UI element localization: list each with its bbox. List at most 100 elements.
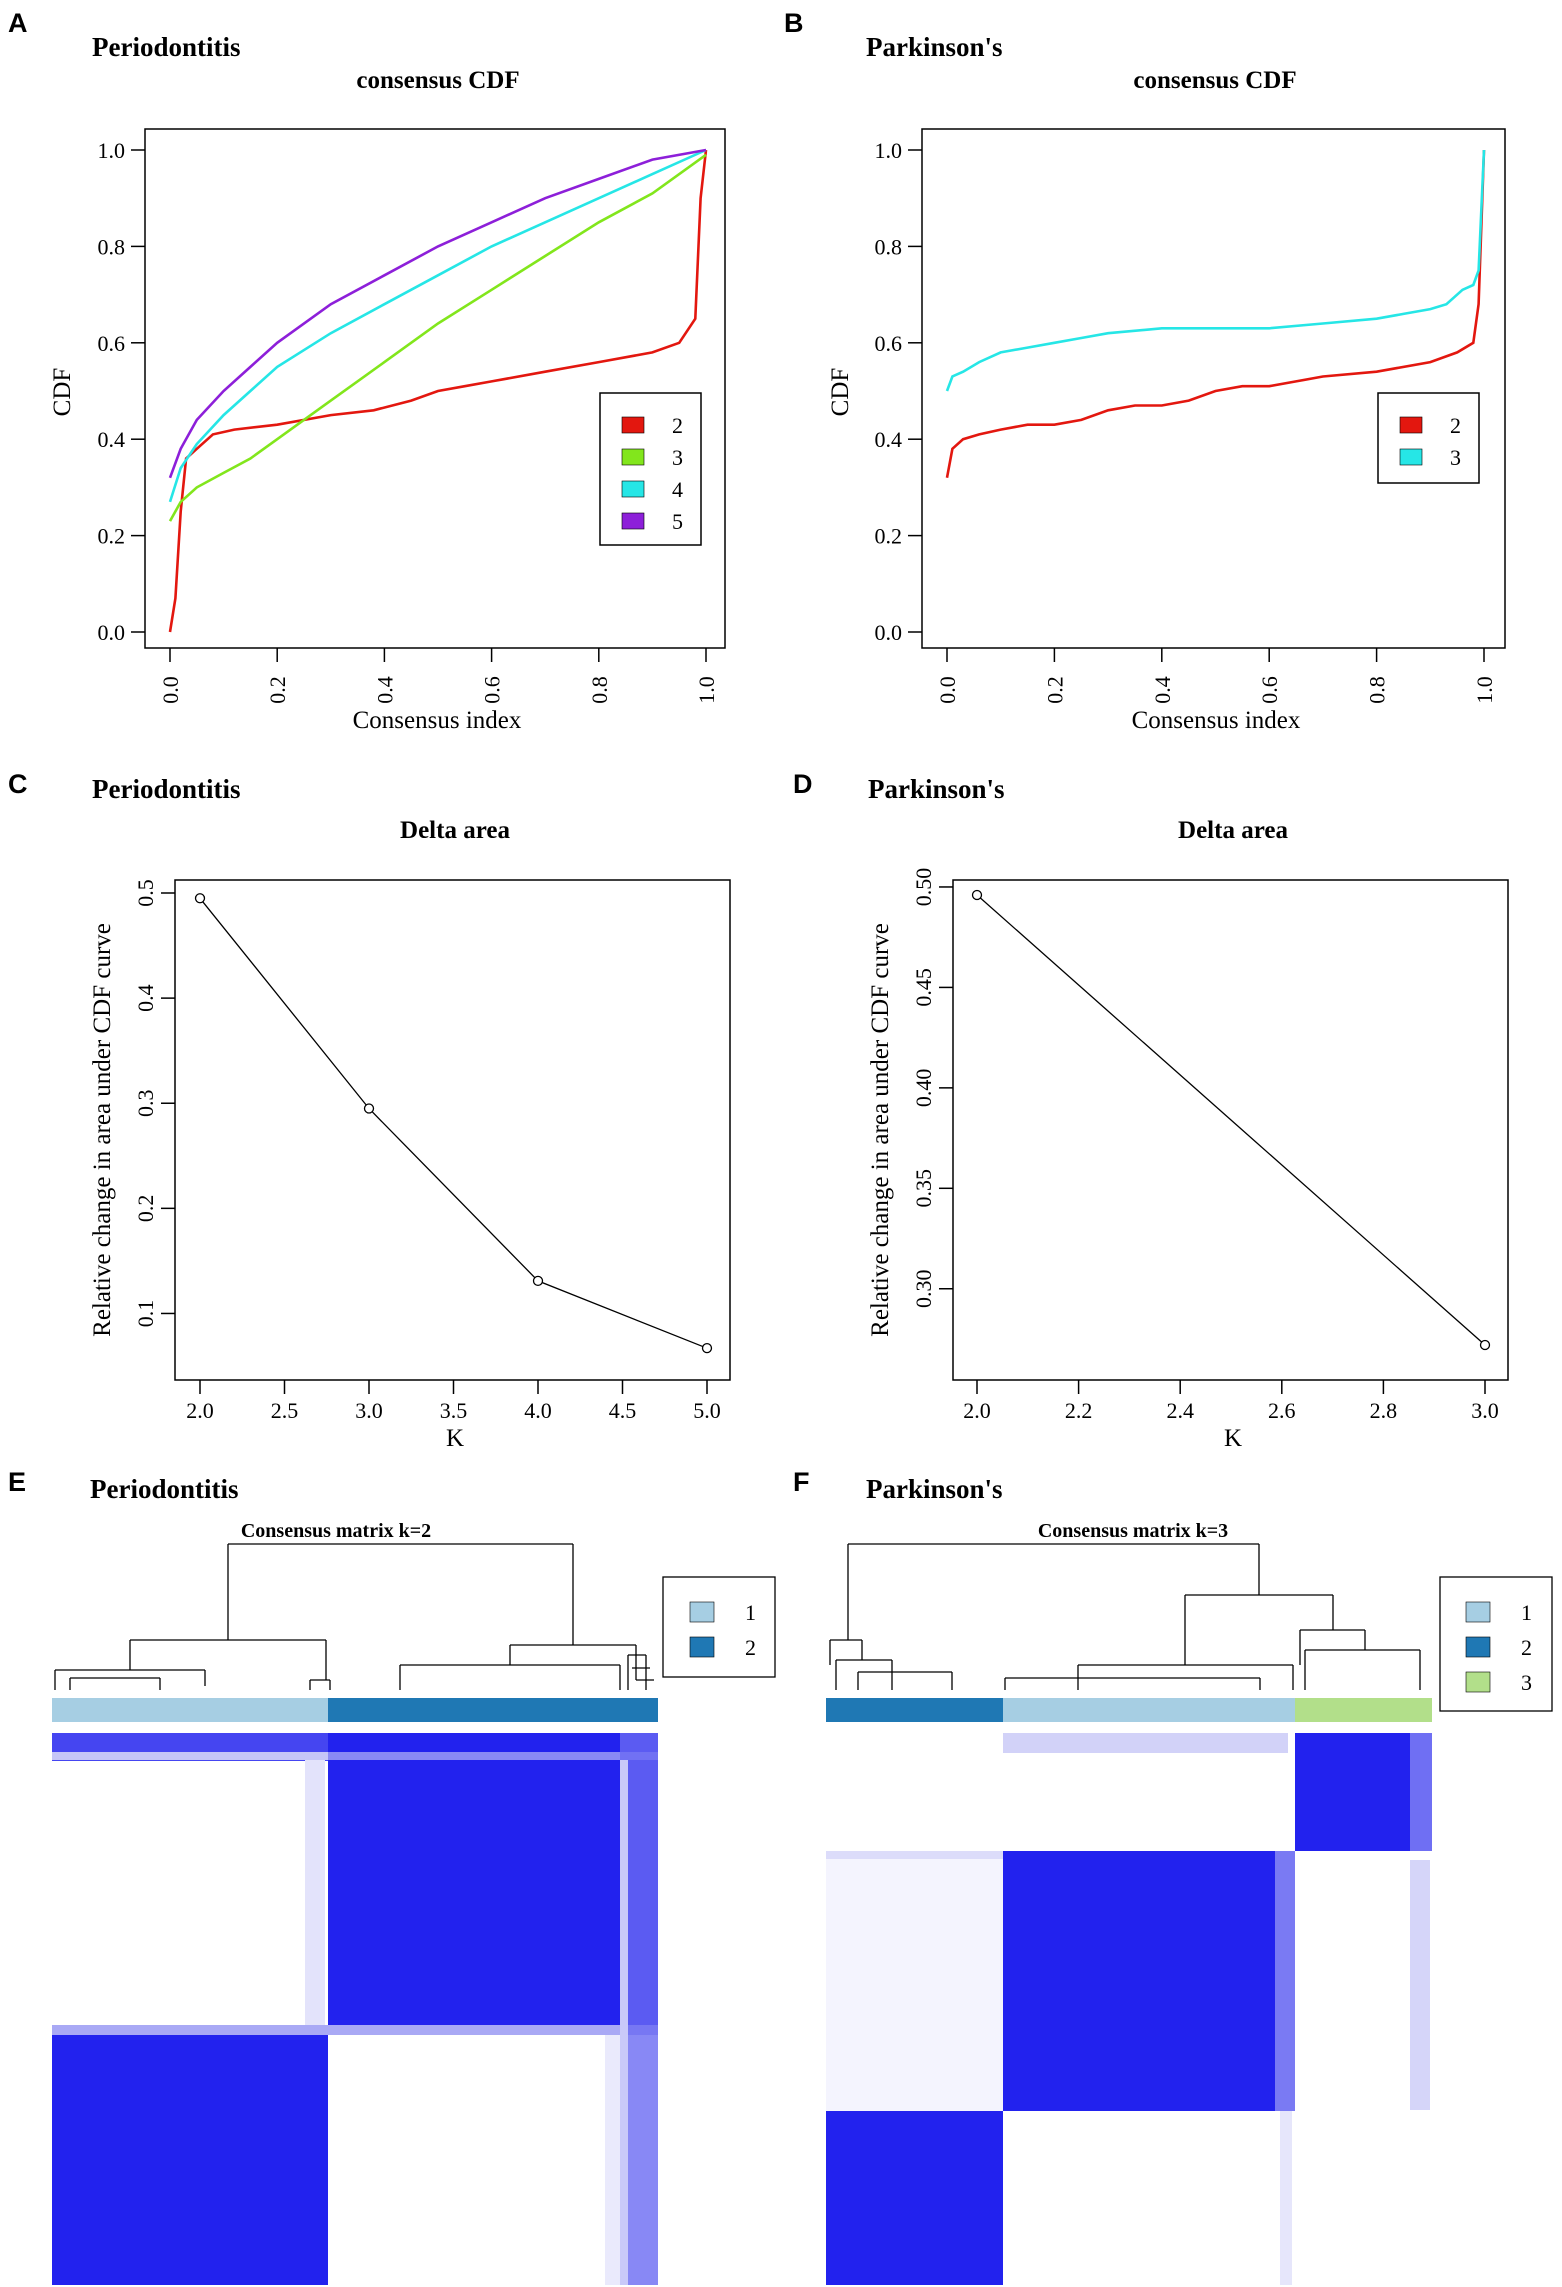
panel-b: B Parkinson's consensus CDF 0.0 0.2 0.4 0.6…	[784, 8, 1506, 734]
delta-area-point	[1479, 1339, 1491, 1351]
series-line-4	[168, 148, 707, 503]
x-tick-label: 0.6	[1257, 676, 1282, 704]
legend-swatch-2	[1399, 416, 1423, 434]
x-tick-label: 5.0	[693, 1398, 721, 1423]
legend-swatch-4	[621, 480, 645, 498]
panel-d-y-axis: 0.30 0.35 0.40 0.45 0.50	[911, 868, 953, 1308]
y-tick-label: 0.6	[98, 331, 126, 356]
panel-c: C Periodontitis Delta area 0.10.20.30.40…	[8, 769, 731, 1452]
panel-f-heatmap	[826, 1733, 1432, 2285]
legend-swatch-2	[689, 1636, 715, 1658]
delta-area-point	[971, 889, 983, 901]
x-tick-label: 0.2	[1042, 676, 1067, 704]
x-tick-label: 2.0	[186, 1398, 214, 1423]
panel-f-cluster-bar-3	[1295, 1698, 1432, 1722]
legend-swatch-3	[1399, 448, 1423, 466]
panel-c-group-title: Periodontitis	[92, 774, 241, 804]
panel-b-legend-items: 23	[1399, 413, 1461, 470]
x-tick-label: 1.0	[694, 676, 719, 704]
panel-b-legend	[1377, 392, 1480, 484]
x-tick-label: 3.5	[440, 1398, 468, 1423]
panel-b-x-label: Consensus index	[1132, 707, 1301, 734]
series-line-3	[168, 153, 707, 522]
legend-label-1: 1	[745, 1600, 756, 1625]
panel-e-chart-title: Consensus matrix k=2	[241, 1520, 431, 1542]
panel-e-heatmap	[52, 1733, 658, 2285]
x-tick-label: 2.2	[1065, 1398, 1093, 1423]
x-tick-label: 0.6	[480, 676, 505, 704]
legend-label-2: 2	[1521, 1635, 1532, 1660]
y-tick-label: 0.8	[875, 234, 903, 259]
y-tick-label: 0.30	[911, 1270, 936, 1309]
panel-c-x-label: K	[446, 1425, 464, 1452]
panel-a-x-label: Consensus index	[353, 707, 522, 734]
panel-a-x-axis: 0.0 0.2 0.4 0.6 0.8 1.0	[158, 648, 719, 704]
y-tick-label: 0.2	[875, 524, 903, 549]
panel-d-group-title: Parkinson's	[868, 774, 1005, 804]
panel-e-dendrogram	[54, 1543, 654, 1690]
x-tick-label: 2.4	[1166, 1398, 1194, 1423]
panel-f: F Parkinson's Consensus matrix k=3	[793, 1467, 1553, 2285]
panel-b-series	[945, 149, 1486, 479]
panel-e-group-title: Periodontitis	[90, 1474, 239, 1504]
panel-f-legend	[1439, 1576, 1553, 1712]
panel-b-plot-frame	[921, 128, 1506, 649]
panel-a: A Periodontitis consensus CDF 0.00.20.40…	[8, 8, 726, 734]
delta-area-point	[532, 1275, 544, 1287]
legend-swatch-3	[1465, 1671, 1491, 1693]
legend-label-1: 1	[1521, 1600, 1532, 1625]
legend-swatch-2	[621, 416, 645, 434]
x-tick-label: 0.4	[372, 676, 397, 704]
panel-c-y-label: Relative change in area under CDF curve	[89, 923, 116, 1337]
y-tick-label: 1.0	[875, 138, 903, 163]
panel-b-x-axis: 0.0 0.2 0.4 0.6 0.8 1.0	[935, 648, 1497, 704]
y-tick-label: 0.3	[133, 1089, 158, 1117]
panel-a-y-axis: 0.0 0.2 0.4 0.6 0.8 1.0	[98, 138, 145, 645]
panel-e-legend-items: 12	[689, 1600, 756, 1660]
x-tick-label: 3.0	[1471, 1398, 1499, 1423]
x-tick-label: 0.8	[1365, 676, 1390, 704]
legend-swatch-1	[1465, 1601, 1491, 1623]
panel-b-y-axis: 0.0 0.2 0.4 0.6 0.8 1.0	[875, 138, 922, 645]
y-tick-label: 0.6	[875, 331, 903, 356]
y-tick-label: 0.5	[133, 879, 158, 907]
y-tick-label: 0.50	[911, 868, 936, 907]
y-tick-label: 0.2	[133, 1195, 158, 1223]
panel-a-y-label: CDF	[49, 368, 76, 417]
series-line-5	[168, 148, 707, 479]
legend-label-5: 5	[672, 509, 683, 534]
panel-d-plot-frame	[952, 879, 1509, 1381]
panel-d-x-axis: 2.0 2.2 2.4 2.6 2.8 3.0	[963, 1380, 1499, 1423]
legend-swatch-1	[689, 1601, 715, 1623]
panel-d: D Parkinson's Delta area 0.30 0.35 0.40 0.4…	[793, 769, 1509, 1452]
x-tick-label: 0.8	[587, 676, 612, 704]
legend-label-2: 2	[1450, 413, 1461, 438]
legend-label-3: 3	[1450, 445, 1461, 470]
x-tick-label: 4.0	[524, 1398, 552, 1423]
panel-label-f: F	[793, 1467, 810, 1497]
x-tick-label: 2.0	[963, 1398, 991, 1423]
panel-c-x-axis: 2.0 2.5 3.0 3.5 4.0 4.5 5.0	[186, 1380, 721, 1423]
y-tick-label: 0.4	[98, 427, 126, 452]
y-tick-label: 1.0	[98, 138, 126, 163]
panel-b-chart-title: consensus CDF	[1133, 67, 1296, 94]
x-tick-label: 0.0	[935, 676, 960, 704]
panel-f-legend-items: 1 2 3	[1465, 1600, 1532, 1695]
panel-e-cluster-bar-1	[52, 1698, 328, 1722]
panel-a-plot-frame	[144, 128, 726, 649]
panel-d-y-label: Relative change in area under CDF curve	[867, 923, 894, 1337]
legend-label-3: 3	[1521, 1670, 1532, 1695]
y-tick-label: 0.35	[911, 1169, 936, 1208]
series-line-3	[945, 149, 1486, 392]
x-tick-label: 0.2	[265, 676, 290, 704]
panel-f-chart-title: Consensus matrix k=3	[1038, 1520, 1228, 1542]
delta-area-line	[199, 897, 708, 1349]
y-tick-label: 0.40	[911, 1069, 936, 1108]
legend-label-3: 3	[672, 445, 683, 470]
panel-f-cluster-bar-1	[1003, 1698, 1295, 1722]
panel-a-chart-title: consensus CDF	[356, 67, 519, 94]
panel-f-group-title: Parkinson's	[866, 1474, 1003, 1504]
panel-c-y-axis: 0.1 0.2 0.3 0.4 0.5	[133, 879, 175, 1327]
x-tick-label: 1.0	[1472, 676, 1497, 704]
